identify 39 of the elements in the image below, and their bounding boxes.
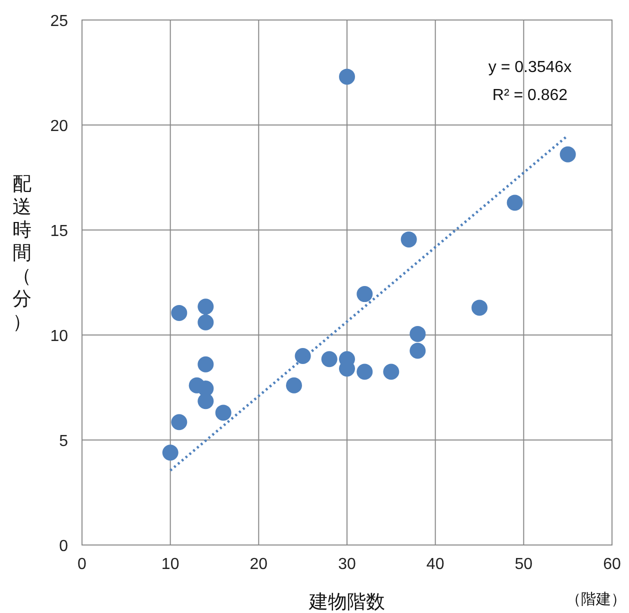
- point: [410, 342, 426, 359]
- y-tick-label: 5: [59, 433, 68, 450]
- point: [383, 364, 400, 380]
- x-tick-label: 60: [603, 556, 621, 573]
- point: [506, 194, 523, 211]
- point: [472, 300, 488, 316]
- x-tick-label: 10: [161, 556, 180, 573]
- point: [171, 304, 188, 321]
- point: [400, 231, 417, 248]
- point: [410, 326, 426, 342]
- point: [198, 298, 214, 315]
- point: [198, 314, 214, 330]
- y-tick-label: 25: [50, 13, 68, 30]
- x-tick-label: 40: [426, 556, 444, 573]
- annotation: y = 0.3546x: [488, 59, 572, 76]
- point: [560, 146, 576, 162]
- y-axis-title: 配送時間（分）: [12, 174, 32, 333]
- y-tick-label: 20: [50, 118, 68, 135]
- point: [198, 393, 214, 410]
- x-tick-label: 30: [338, 556, 356, 573]
- y-tick-label: 10: [50, 328, 68, 345]
- text: （階建）: [566, 591, 626, 608]
- point: [294, 348, 311, 364]
- point: [162, 444, 178, 461]
- point: [321, 351, 338, 368]
- y-tick-label: 0: [59, 538, 68, 555]
- point: [171, 414, 188, 430]
- point: [198, 356, 214, 372]
- x-axis-title: 建物階数: [308, 592, 385, 613]
- x-tick-label: 50: [514, 556, 533, 573]
- point: [356, 286, 373, 302]
- annotation: R² = 0.862: [492, 87, 568, 104]
- point: [286, 377, 302, 394]
- x-tick-label: 20: [250, 556, 268, 573]
- point: [215, 404, 232, 421]
- y-tick-label: 15: [50, 223, 68, 240]
- x-tick-label: 0: [78, 556, 87, 573]
- point: [339, 68, 355, 85]
- point: [356, 364, 373, 380]
